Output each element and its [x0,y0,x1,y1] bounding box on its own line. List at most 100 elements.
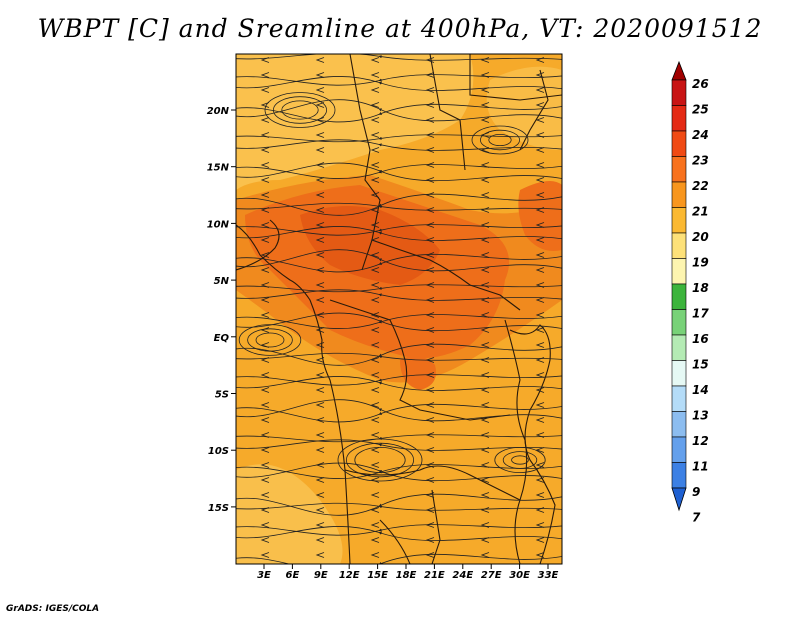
map-title: WBPT [C] and Sreamline at 400hPa, VT: 20… [37,14,763,43]
lat-tick-label: EQ [214,333,230,344]
streamline-arrow [315,507,325,513]
colorbar-segment [671,385,687,412]
streamline-arrow [260,312,270,318]
streamline-arrow [480,297,490,303]
streamline-arrow [425,132,435,138]
streamline-arrow [480,117,490,123]
streamline-arrow [315,492,325,498]
streamline-arrow [480,327,490,333]
streamline-arrow [425,462,435,468]
streamline-eddy [247,328,293,352]
streamline [236,403,562,423]
streamline-arrow [315,282,325,288]
streamline-arrow [260,222,270,228]
streamline-arrow [260,252,270,258]
streamline-arrow [480,357,490,363]
streamline-arrow [370,342,380,348]
streamline-arrow [260,132,270,138]
streamline-arrow [535,372,545,378]
streamline-arrow [260,357,270,363]
streamline-arrow [315,342,325,348]
credit-text: GrADS: IGES/COLA [6,604,100,614]
streamline-arrow [260,117,270,123]
colorbar-label: 7 [692,511,701,525]
streamline-arrow [370,177,380,183]
streamline-arrow [260,327,270,333]
streamline [236,434,562,443]
streamlines [236,54,562,564]
streamline-arrow [370,492,380,498]
colorbar-label: 12 [692,434,709,448]
streamline-eddy [494,446,546,473]
colorbar-label: 22 [692,179,709,193]
streamline-eddy [281,100,319,120]
streamline-arrow [480,507,490,513]
streamline-arrow [480,87,490,93]
country-borders [236,54,562,564]
streamline-arrow [480,432,490,438]
streamline-arrow [370,282,380,288]
streamline-arrow [480,267,490,273]
lat-tick-label: 20N [207,106,230,117]
streamline [236,439,562,451]
streamline-arrow [315,252,325,258]
streamline-arrow [315,402,325,408]
streamline-arrow [370,222,380,228]
streamline-arrow [315,237,325,243]
streamline-arrow [315,537,325,543]
streamline-arrow [315,102,325,108]
streamline-arrow [535,432,545,438]
colorbar-segment [671,181,687,208]
lon-tick-label: 24E [452,570,473,581]
streamline-arrow [480,72,490,78]
lat-tick-label: 10N [207,219,230,230]
streamline-arrow [260,72,270,78]
lon-tick-label: 18E [396,570,417,581]
streamline-arrow [535,387,545,393]
streamline-arrow [370,447,380,453]
colorbar-label: 13 [692,409,709,423]
streamline-arrow [535,507,545,513]
streamline-arrow [260,462,270,468]
streamline-arrow [480,417,490,423]
streamline-arrow [370,462,380,468]
streamline-arrow [425,387,435,393]
streamline-arrow [260,237,270,243]
streamline [236,376,562,391]
streamline-arrow [370,132,380,138]
colorbar-label: 17 [692,307,709,321]
streamline-arrow [260,282,270,288]
streamline-arrow [535,207,545,213]
streamline-arrow [535,132,545,138]
streamline-arrow [370,402,380,408]
streamline-arrow [260,192,270,198]
streamline-arrow [260,297,270,303]
streamline [236,352,562,361]
streamline-arrow [480,282,490,288]
streamline-arrow [315,552,325,558]
lat-tick-label: 5N [214,276,230,287]
streamline-arrow [260,447,270,453]
streamline [236,462,562,482]
streamline-arrow [370,252,380,258]
streamline-eddy [479,129,520,151]
lon-tick-label: 9E [314,570,328,581]
streamline-arrow [425,537,435,543]
streamline-arrow [535,312,545,318]
streamline-arrow [425,522,435,528]
streamline [236,312,562,332]
streamline-arrow [480,207,490,213]
colorbar-top-arrow [671,60,687,81]
colorbar-label: 14 [692,383,709,397]
streamline-arrow [260,522,270,528]
streamline-arrow [370,117,380,123]
colorbar-segment [671,79,687,106]
streamline-arrow [315,417,325,423]
colorbar-label: 21 [692,205,709,219]
streamline-arrow [535,192,545,198]
streamline-arrow [425,372,435,378]
colorbar-segment [671,283,687,310]
streamline-arrow [315,72,325,78]
streamline-arrow [260,177,270,183]
streamline-arrow [425,237,435,243]
